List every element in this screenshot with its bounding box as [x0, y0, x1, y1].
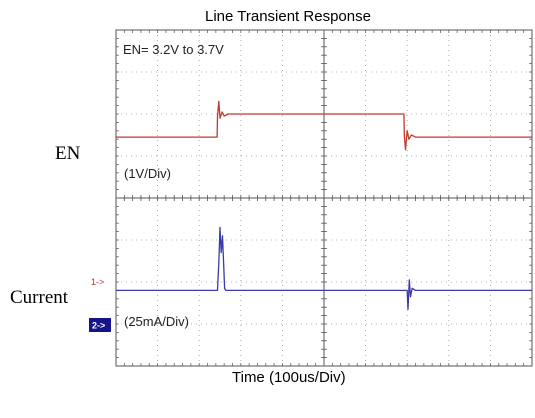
channel-2-marker-box	[89, 318, 111, 332]
grid	[115, 29, 533, 367]
trace-en	[116, 100, 532, 151]
chart-title: Line Transient Response	[205, 8, 371, 25]
en-trace-label: EN	[55, 143, 81, 164]
trace-current	[116, 226, 532, 310]
en-range-annotation: EN= 3.2V to 3.7V	[123, 42, 224, 57]
plot-frame	[115, 29, 533, 367]
current-scale-label: (25mA/Div)	[124, 314, 189, 329]
current-trace-label: Current	[10, 287, 69, 308]
channel-2-marker: 2->	[92, 321, 105, 331]
channel-1-marker: 1->	[91, 277, 104, 287]
traces	[116, 100, 532, 310]
x-axis-label: Time (100us/Div)	[232, 369, 346, 386]
en-scale-label: (1V/Div)	[124, 166, 171, 181]
